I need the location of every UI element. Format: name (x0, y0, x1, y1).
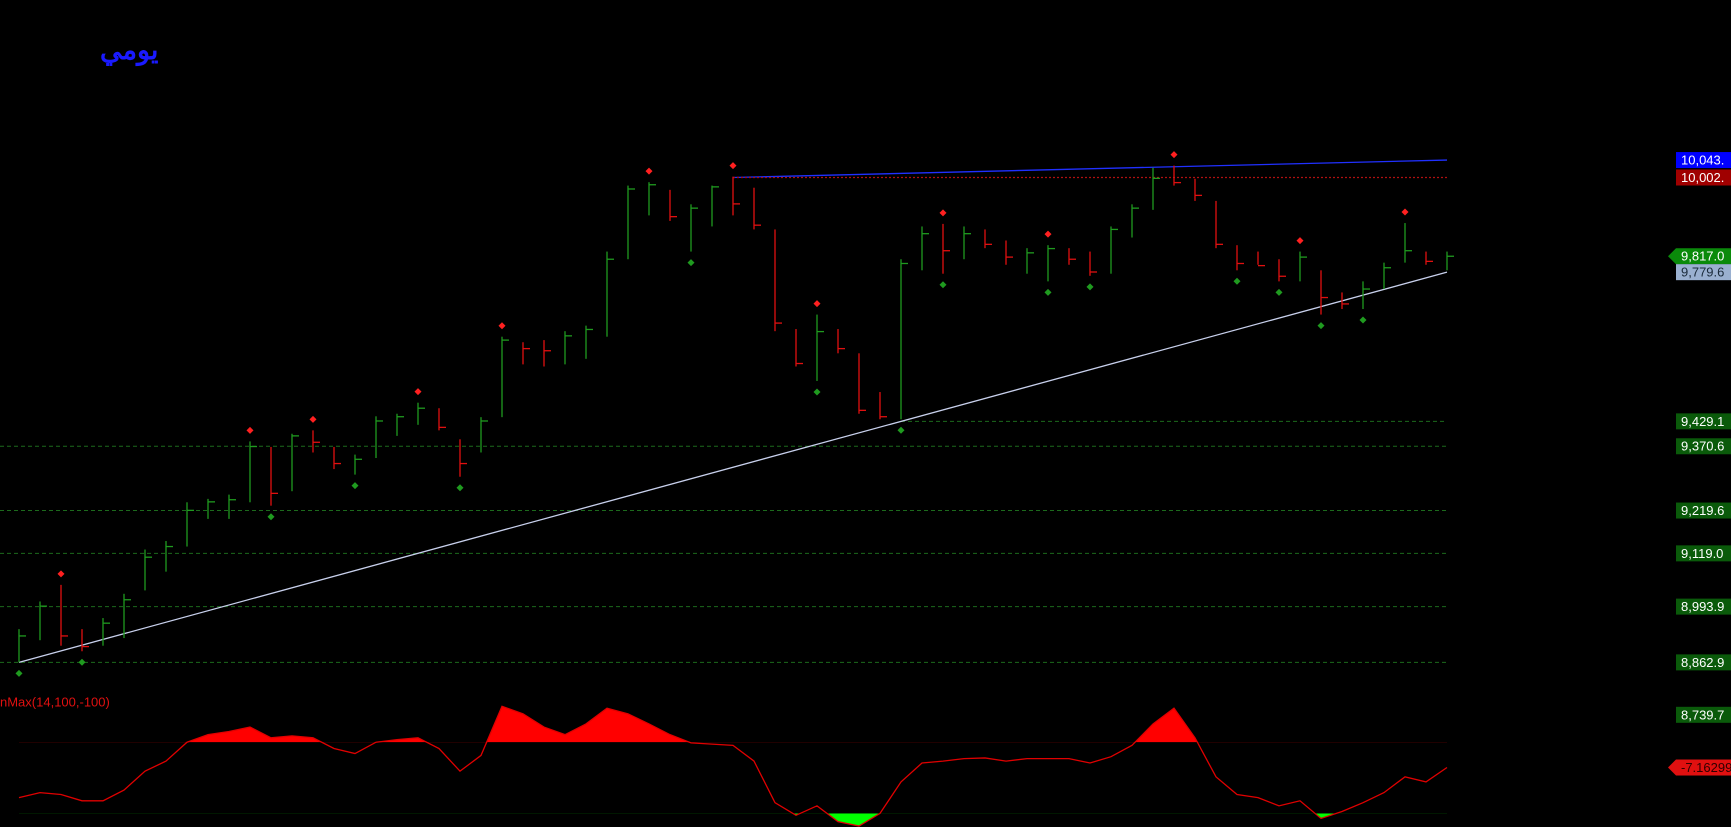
pivot-low (1086, 283, 1094, 291)
price-label: 8,862.9 (1681, 655, 1724, 670)
price-label-box (1676, 413, 1731, 430)
pivot-high (498, 322, 506, 330)
price-label-box (1676, 152, 1731, 169)
indicator-lower-fill (792, 813, 1337, 826)
pivot-high (1044, 230, 1052, 238)
pivot-low (1044, 288, 1052, 296)
price-label-box (1676, 545, 1731, 562)
indicator-line (18, 705, 1448, 827)
price-label-box (1676, 248, 1731, 265)
pivot-high (645, 167, 653, 175)
pivot-high (309, 415, 317, 423)
pivot-low (1233, 277, 1241, 285)
pivot-high (939, 209, 947, 217)
price-label-box (1676, 654, 1731, 671)
indicator-label-box (1676, 759, 1731, 776)
pivot-high (414, 388, 422, 396)
pivot-low (1317, 322, 1325, 330)
pivot-high (1401, 208, 1409, 216)
price-label: 9,817.0 (1681, 249, 1724, 264)
price-label: 9,429.1 (1681, 414, 1724, 429)
pivot-low (939, 281, 947, 289)
trendline (732, 159, 1448, 179)
pivot-low (687, 259, 695, 267)
pivot-high (1170, 151, 1178, 159)
price-label: 8,993.9 (1681, 599, 1724, 614)
pivot-low (15, 669, 23, 677)
pivot-high (1296, 237, 1304, 245)
price-label: 8,739.7 (1681, 707, 1724, 722)
chart-title: يومي (100, 35, 159, 67)
pivot-low (78, 658, 86, 666)
indicator-name: nMax(14,100,-100) (0, 694, 110, 709)
price-label: 9,119.0 (1681, 546, 1723, 561)
pivot-low (1275, 288, 1283, 296)
price-label-box (1676, 502, 1731, 519)
pivot-low (351, 482, 359, 490)
trendline (18, 271, 1448, 664)
pivot-high (813, 300, 821, 308)
pivot-high (246, 426, 254, 434)
price-label: 10,002. (1681, 170, 1724, 185)
price-label-box (1676, 264, 1731, 281)
pivot-low (456, 484, 464, 492)
price-label-box (1676, 706, 1731, 723)
price-label-box (1676, 438, 1731, 455)
indicator-label-arrow (1668, 759, 1676, 776)
indicator-upper-fill (19, 706, 1447, 743)
price-label-arrow (1668, 248, 1676, 265)
price-label: 10,043. (1681, 152, 1724, 167)
pivot-low (267, 513, 275, 521)
indicator-label: -7.16299 (1681, 760, 1731, 775)
price-label-box (1676, 598, 1731, 615)
pivot-low (897, 426, 905, 434)
price-label: 9,779.6 (1681, 265, 1724, 280)
pivot-high (729, 162, 737, 170)
pivot-low (1359, 316, 1367, 324)
price-label-box (1676, 169, 1731, 186)
price-label: 9,219.6 (1681, 503, 1724, 518)
price-label: 9,370.6 (1681, 439, 1724, 454)
pivot-high (57, 570, 65, 578)
pivot-low (813, 388, 821, 396)
